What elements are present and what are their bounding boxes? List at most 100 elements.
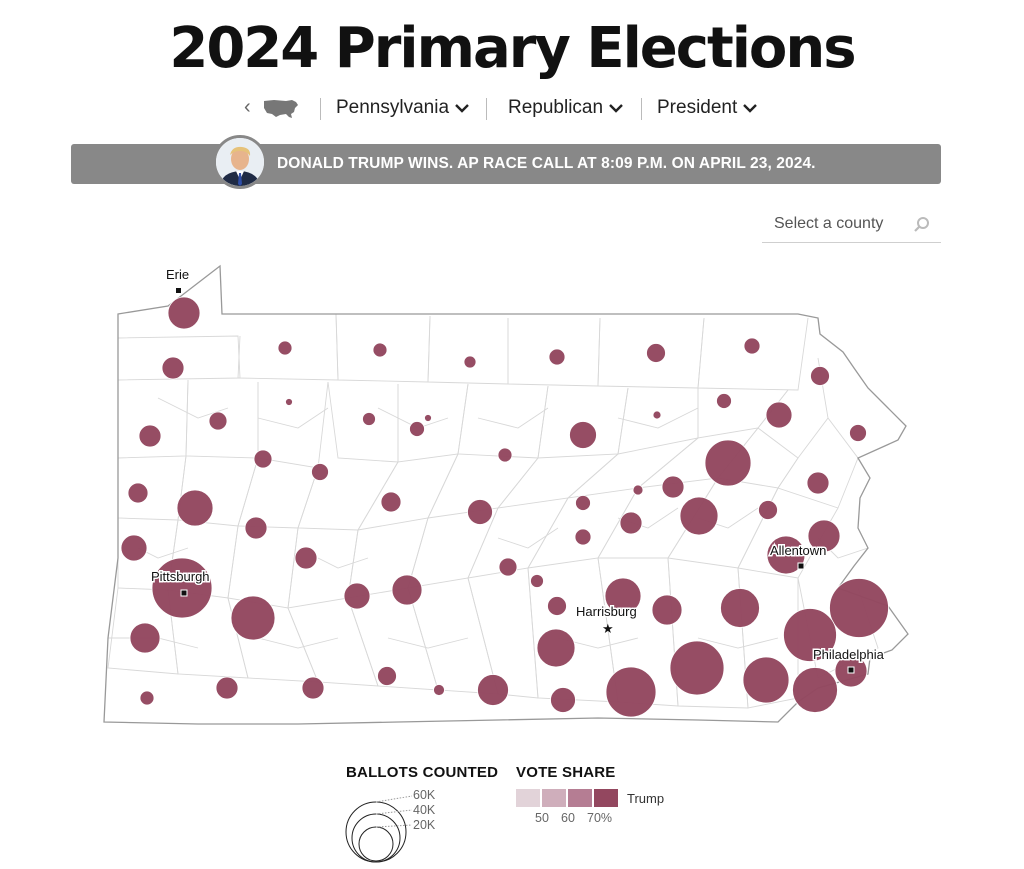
- county-bubble[interactable]: [550, 687, 576, 713]
- county-bubble[interactable]: [294, 546, 318, 570]
- race-call-banner: DONALD TRUMP WINS. AP RACE CALL AT 8:09 …: [71, 144, 941, 184]
- search-icon[interactable]: [913, 216, 931, 234]
- pennsylvania-map-svg: Erie Pittsburgh ★ Harrisburg Allentown P…: [103, 264, 909, 725]
- vote-share-candidate: Trump: [627, 791, 665, 806]
- city-markers: Erie Pittsburgh ★ Harrisburg Allentown P…: [150, 266, 886, 674]
- county-bubble[interactable]: [139, 690, 155, 706]
- county-bubble[interactable]: [161, 356, 185, 380]
- county-bubble[interactable]: [343, 582, 371, 610]
- county-bubble[interactable]: [467, 499, 493, 525]
- county-bubble[interactable]: [742, 656, 790, 704]
- county-bubble[interactable]: [424, 414, 432, 422]
- county-bubble[interactable]: [605, 666, 657, 718]
- county-bubble[interactable]: [619, 511, 643, 535]
- county-bubble[interactable]: [127, 482, 149, 504]
- county-bubble[interactable]: [208, 411, 228, 431]
- county-bubble[interactable]: [704, 439, 752, 487]
- state-dropdown[interactable]: Pennsylvania: [336, 97, 469, 119]
- county-bubble[interactable]: [547, 596, 567, 616]
- county-bubble[interactable]: [433, 684, 445, 696]
- county-bubble[interactable]: [530, 574, 544, 588]
- city-label-pittsburgh: Pittsburgh: [151, 569, 210, 584]
- county-bubble[interactable]: [651, 594, 683, 626]
- county-bubble[interactable]: [463, 355, 477, 369]
- county-bubble[interactable]: [716, 393, 732, 409]
- county-bubble[interactable]: [669, 640, 725, 696]
- county-bubble[interactable]: [380, 491, 402, 513]
- county-bubble[interactable]: [661, 475, 685, 499]
- county-bubble[interactable]: [167, 296, 201, 330]
- county-bubble[interactable]: [120, 534, 148, 562]
- county-bubble[interactable]: [849, 424, 867, 442]
- county-bubble[interactable]: [409, 421, 425, 437]
- city-label-erie: Erie: [166, 267, 189, 282]
- vote-share-tick: 60: [561, 811, 575, 825]
- race-navigation: ‹ Pennsylvania Republican President: [0, 94, 1024, 126]
- city-marker-pittsburgh: [180, 589, 188, 597]
- party-dropdown[interactable]: Republican: [508, 97, 623, 119]
- county-bubble[interactable]: [176, 489, 214, 527]
- county-bubble[interactable]: [810, 366, 830, 386]
- city-marker-philadelphia: [847, 666, 855, 674]
- county-bubble[interactable]: [829, 578, 889, 638]
- chevron-down-icon: [743, 104, 758, 113]
- ballots-size-label: 40K: [413, 803, 436, 817]
- nav-divider: [320, 98, 321, 120]
- county-bubble[interactable]: [497, 447, 513, 463]
- county-bubble[interactable]: [151, 557, 213, 619]
- vote-share-title: VOTE SHARE: [516, 764, 616, 781]
- county-bubble[interactable]: [253, 449, 273, 469]
- city-label-allentown: Allentown: [770, 543, 826, 558]
- county-bubble[interactable]: [652, 410, 662, 420]
- county-bubble[interactable]: [285, 398, 293, 406]
- ballots-size-legend: [345, 795, 413, 863]
- county-bubble[interactable]: [138, 424, 162, 448]
- county-bubble[interactable]: [372, 342, 388, 358]
- county-bubble[interactable]: [391, 574, 423, 606]
- state-dropdown-label: Pennsylvania: [336, 97, 450, 118]
- county-bubble[interactable]: [477, 674, 509, 706]
- county-bubble[interactable]: [646, 343, 666, 363]
- county-search[interactable]: [762, 210, 941, 243]
- county-bubble[interactable]: [743, 337, 761, 355]
- county-bubble[interactable]: [311, 463, 329, 481]
- county-bubble[interactable]: [720, 588, 760, 628]
- chevron-down-icon: [455, 104, 469, 113]
- city-label-philadelphia: Philadelphia: [813, 647, 885, 662]
- county-bubble[interactable]: [230, 595, 276, 641]
- county-bubble[interactable]: [632, 484, 644, 496]
- county-bubble[interactable]: [783, 608, 837, 662]
- ballots-size-label: 20K: [413, 818, 436, 832]
- race-dropdown[interactable]: President: [657, 97, 758, 119]
- county-bubble[interactable]: [301, 676, 325, 700]
- county-bubble[interactable]: [277, 340, 293, 356]
- county-bubble[interactable]: [604, 577, 642, 615]
- county-bubble[interactable]: [758, 500, 778, 520]
- county-bubble[interactable]: [807, 519, 841, 553]
- candidate-avatar: [213, 135, 267, 189]
- county-bubble[interactable]: [536, 628, 576, 668]
- vote-share-tick: 70%: [587, 811, 613, 825]
- ballots-size-label: 60K: [413, 788, 436, 802]
- county-bubble[interactable]: [679, 496, 719, 536]
- party-dropdown-label: Republican: [508, 97, 604, 118]
- vote-share-swatch: [542, 789, 566, 807]
- county-bubble[interactable]: [806, 471, 830, 495]
- race-call-text: DONALD TRUMP WINS. AP RACE CALL AT 8:09 …: [277, 155, 816, 172]
- county-bubble[interactable]: [377, 666, 397, 686]
- county-search-input[interactable]: [772, 214, 906, 234]
- county-bubble[interactable]: [766, 535, 806, 575]
- county-bubble[interactable]: [792, 667, 838, 713]
- county-bubble[interactable]: [575, 495, 591, 511]
- us-map-icon[interactable]: [262, 98, 300, 125]
- county-bubble[interactable]: [498, 557, 518, 577]
- county-bubble[interactable]: [548, 348, 566, 366]
- back-chevron-icon[interactable]: ‹: [244, 96, 251, 118]
- county-bubble[interactable]: [244, 516, 268, 540]
- county-bubble[interactable]: [129, 622, 161, 654]
- county-bubble[interactable]: [362, 412, 376, 426]
- county-bubble[interactable]: [574, 528, 592, 546]
- county-bubble[interactable]: [569, 421, 597, 449]
- county-bubble[interactable]: [215, 676, 239, 700]
- county-bubble[interactable]: [765, 401, 793, 429]
